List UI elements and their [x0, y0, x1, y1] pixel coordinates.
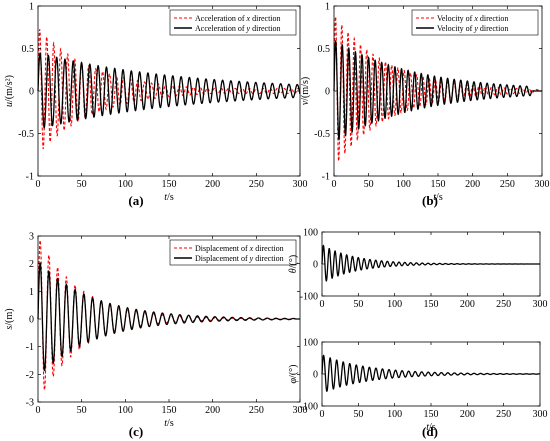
panel-a-series-1: [37, 29, 301, 150]
panel-b-y-tick-label: -1: [322, 172, 330, 183]
panel-b-series-1: [333, 16, 543, 162]
panel-b-y-tick-label: 0: [325, 87, 330, 98]
panel-a-series-2: [37, 51, 301, 129]
panel-a-legend-label-1: Acceleration of x direction: [195, 14, 281, 23]
panel-d-sub2-x-tick-label: 0: [320, 409, 325, 420]
panel-d-sub1-x-tick-label: 0: [320, 299, 325, 310]
panel-c-x-tick-label: 50: [77, 405, 87, 416]
panel-b-x-tick-label: 250: [500, 179, 515, 190]
panel-b-series-2: [333, 40, 542, 142]
panel-b-caption: (b): [422, 193, 438, 208]
panel-c-y-tick-label: 2: [29, 259, 34, 270]
panel-a-y-axis-label: u/(m/s²): [4, 75, 15, 107]
panel-d-sub2-x-tick-label: 200: [460, 409, 475, 420]
panel-c-legend-box: [169, 239, 297, 266]
panel-c-x-tick-label: 200: [205, 405, 220, 416]
panel-c-x-tick-label: 250: [249, 405, 264, 416]
panel-a: (a) 0 50 100 150 200 250 300 -1 -0.5 0 0.5 1 u/(m/s²…: [4, 2, 308, 209]
panel-b-x-tick-label: 100: [396, 179, 411, 190]
panel-a-legend: Acceleration of x directionAcceleration …: [169, 9, 297, 36]
panel-a-x-axis-label: t/s: [164, 192, 174, 203]
panel-d-sub1-y-tick-label: -100: [300, 292, 318, 303]
panel-b-x-tick-label: 200: [465, 179, 480, 190]
panel-d-sub1-x-tick-label: 150: [424, 299, 439, 310]
panel-d-sub1-x-tick-label: 50: [353, 299, 363, 310]
panel-c-y-tick-label: 3: [29, 232, 34, 243]
panel-d-sub2-x-tick-label: 100: [387, 409, 402, 420]
panel-a-y-tick-label: 0: [29, 87, 34, 98]
panel-a-legend-box: [169, 9, 297, 36]
panel-d-sub2-series-1: [321, 354, 541, 393]
panel-c-y-tick-label: -2: [26, 370, 34, 381]
panel-b-y-axis-label: v/(m/s): [300, 77, 311, 105]
panel-a-legend-label-2: Acceleration of y direction: [195, 24, 281, 33]
panel-b-y-tick-label: 0.5: [318, 44, 331, 55]
panel-a-x-tick-label: 300: [293, 179, 308, 190]
panel-b-x-tick-label: 50: [364, 179, 374, 190]
panel-a-y-tick-label: -1: [26, 172, 34, 183]
panel-a-x-tick-label: 100: [118, 179, 133, 190]
panel-d-sub1-y-tick-label: 0: [313, 260, 318, 271]
panel-c-legend: Displacement of x directionDisplacement …: [169, 239, 297, 266]
panel-a-x-tick-label: 150: [162, 179, 177, 190]
panel-d-sub2-x-tick-label: 150: [424, 409, 439, 420]
panel-d-sub1-y-tick-label: 100: [303, 228, 318, 239]
panel-c-x-tick-label: 0: [36, 405, 41, 416]
panel-c-x-tick-label: 100: [118, 405, 133, 416]
panel-d-sub2-y-axis-label: φ/(°): [288, 365, 299, 384]
panel-c-y-tick-label: -1: [26, 342, 34, 353]
panel-c-legend-label-1: Displacement of x direction: [195, 244, 284, 253]
panel-b-x-tick-label: 300: [535, 179, 550, 190]
panel-d-caption: (d): [422, 424, 438, 439]
panel-b-y-tick-label: -0.5: [314, 129, 330, 140]
panel-c-y-tick-label: 1: [29, 287, 34, 298]
panel-c-y-tick-label: 0: [29, 315, 34, 326]
panel-c-y-tick-label: -3: [26, 398, 34, 409]
panel-d-sub2-y-tick-label: -100: [300, 402, 318, 413]
panel-c-x-tick-label: 300: [293, 405, 308, 416]
panel-c-x-axis-label: t/s: [164, 418, 174, 429]
panel-b-x-axis-label: t/s: [433, 192, 443, 203]
panel-b-x-tick-label: 150: [431, 179, 446, 190]
panel-b-legend-box: [411, 9, 539, 36]
panel-c-y-axis-label: s/(m): [4, 308, 15, 329]
panel-c-legend-label-2: Displacement of y direction: [195, 254, 284, 263]
panel-b-x-tick-label: 0: [332, 179, 337, 190]
panel-d-sub2-y-tick-label: 100: [303, 338, 318, 349]
panel-c: (c) 0 50 100 150 200 250 300 -3 -2 -1 0 1 2 3 s/(m) t/s…: [4, 232, 308, 440]
panel-a-x-tick-label: 250: [249, 179, 264, 190]
panel-d-sub1-x-tick-label: 100: [387, 299, 402, 310]
panel-a-y-tick-label: 1: [29, 2, 34, 13]
panel-d-sub2-y-tick-label: 0: [313, 370, 318, 381]
panel-c-caption: (c): [129, 424, 143, 439]
panel-d-sub2-x-tick-label: 50: [353, 409, 363, 420]
panel-b-legend-label-2: Velocity of y direction: [437, 24, 508, 33]
panel-d-sub1-x-tick-label: 200: [460, 299, 475, 310]
panel-a-x-tick-label: 50: [77, 179, 87, 190]
panel-d-sub1-x-tick-label: 300: [533, 299, 548, 310]
panel-c-x-tick-label: 150: [162, 405, 177, 416]
panel-d-sub2-x-tick-label: 250: [496, 409, 511, 420]
panel-b-y-tick-label: 1: [325, 2, 330, 13]
panel-a-x-tick-label: 0: [36, 179, 41, 190]
panel-a-y-tick-label: -0.5: [18, 129, 34, 140]
panel-a-x-tick-label: 200: [205, 179, 220, 190]
panel-a-y-tick-label: 0.5: [22, 44, 35, 55]
panel-d-sub1-series-1: [321, 244, 540, 282]
panel-d-sub2-x-axis-label: t/s: [426, 422, 436, 433]
panel-b: (b) 0 50 100 150 200 250 300 -1 -0.5 0 0.5 1 v/(m/s)…: [300, 2, 550, 209]
panel-c-series-2: [37, 261, 300, 372]
panel-b-legend-label-1: Velocity of x direction: [437, 14, 508, 23]
panel-d-sub1-y-axis-label: θ/(°): [288, 255, 299, 273]
panel-d-sub2-x-tick-label: 300: [533, 409, 548, 420]
panel-d-sub1-x-tick-label: 250: [496, 299, 511, 310]
panel-a-caption: (a): [128, 193, 143, 208]
